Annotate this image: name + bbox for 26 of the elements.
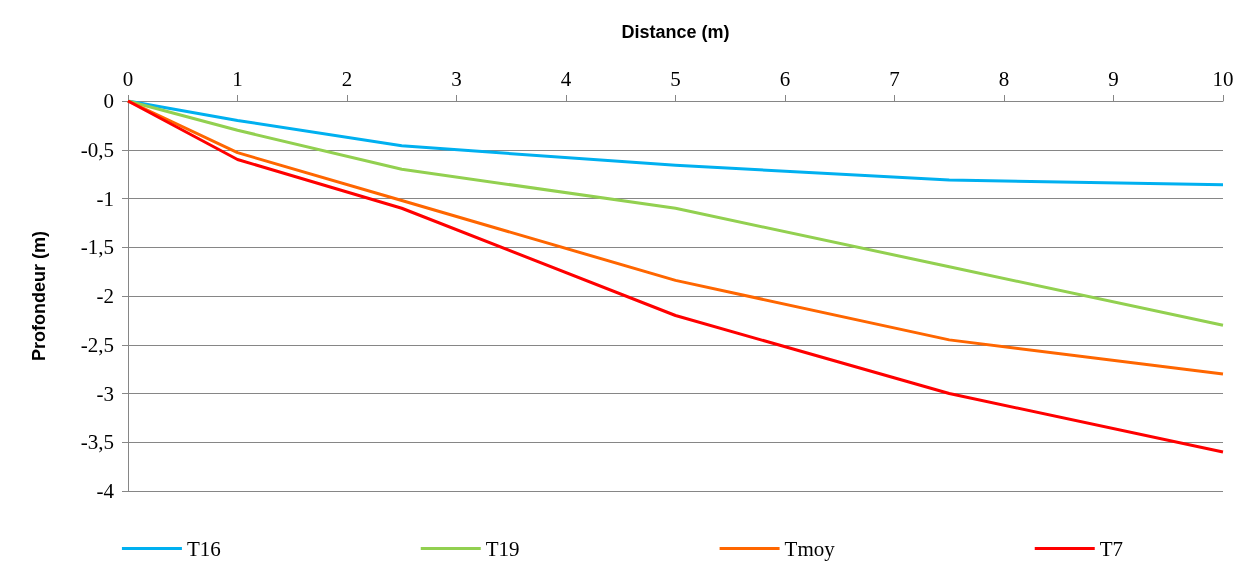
y-tick-label: -1	[96, 186, 114, 211]
legend-label: T7	[1099, 536, 1124, 561]
x-tick-label: 4	[560, 66, 572, 91]
x-tick-label: 6	[779, 66, 791, 91]
legend-label: T19	[485, 536, 520, 561]
x-axis-title: Distance (m)	[621, 22, 730, 42]
x-tick-label: 9	[1108, 66, 1119, 91]
x-tick-label: 5	[670, 66, 681, 91]
y-tick-label: -2,5	[80, 332, 114, 357]
x-tick-label: 10	[1212, 66, 1234, 91]
y-tick-label: -3	[96, 381, 114, 406]
y-tick-label: -1,5	[80, 235, 114, 260]
x-tick-label: 7	[889, 66, 900, 91]
y-tick-label: 0	[103, 89, 114, 113]
x-tick-label: 8	[998, 66, 1010, 91]
y-tick-label: -0,5	[80, 137, 114, 162]
legend-label: T16	[186, 536, 221, 561]
x-tick-label: 2	[341, 66, 353, 91]
y-tick-label: -2	[96, 284, 114, 308]
legend-label: Tmoy	[784, 536, 836, 561]
x-tick-label: 3	[451, 66, 462, 91]
x-tick-label: 1	[232, 66, 243, 91]
x-tick-label: 0	[122, 66, 134, 91]
y-axis-title: Profondeur (m)	[29, 231, 49, 361]
y-tick-label: -4	[96, 479, 115, 503]
y-tick-label: -3,5	[80, 430, 114, 455]
